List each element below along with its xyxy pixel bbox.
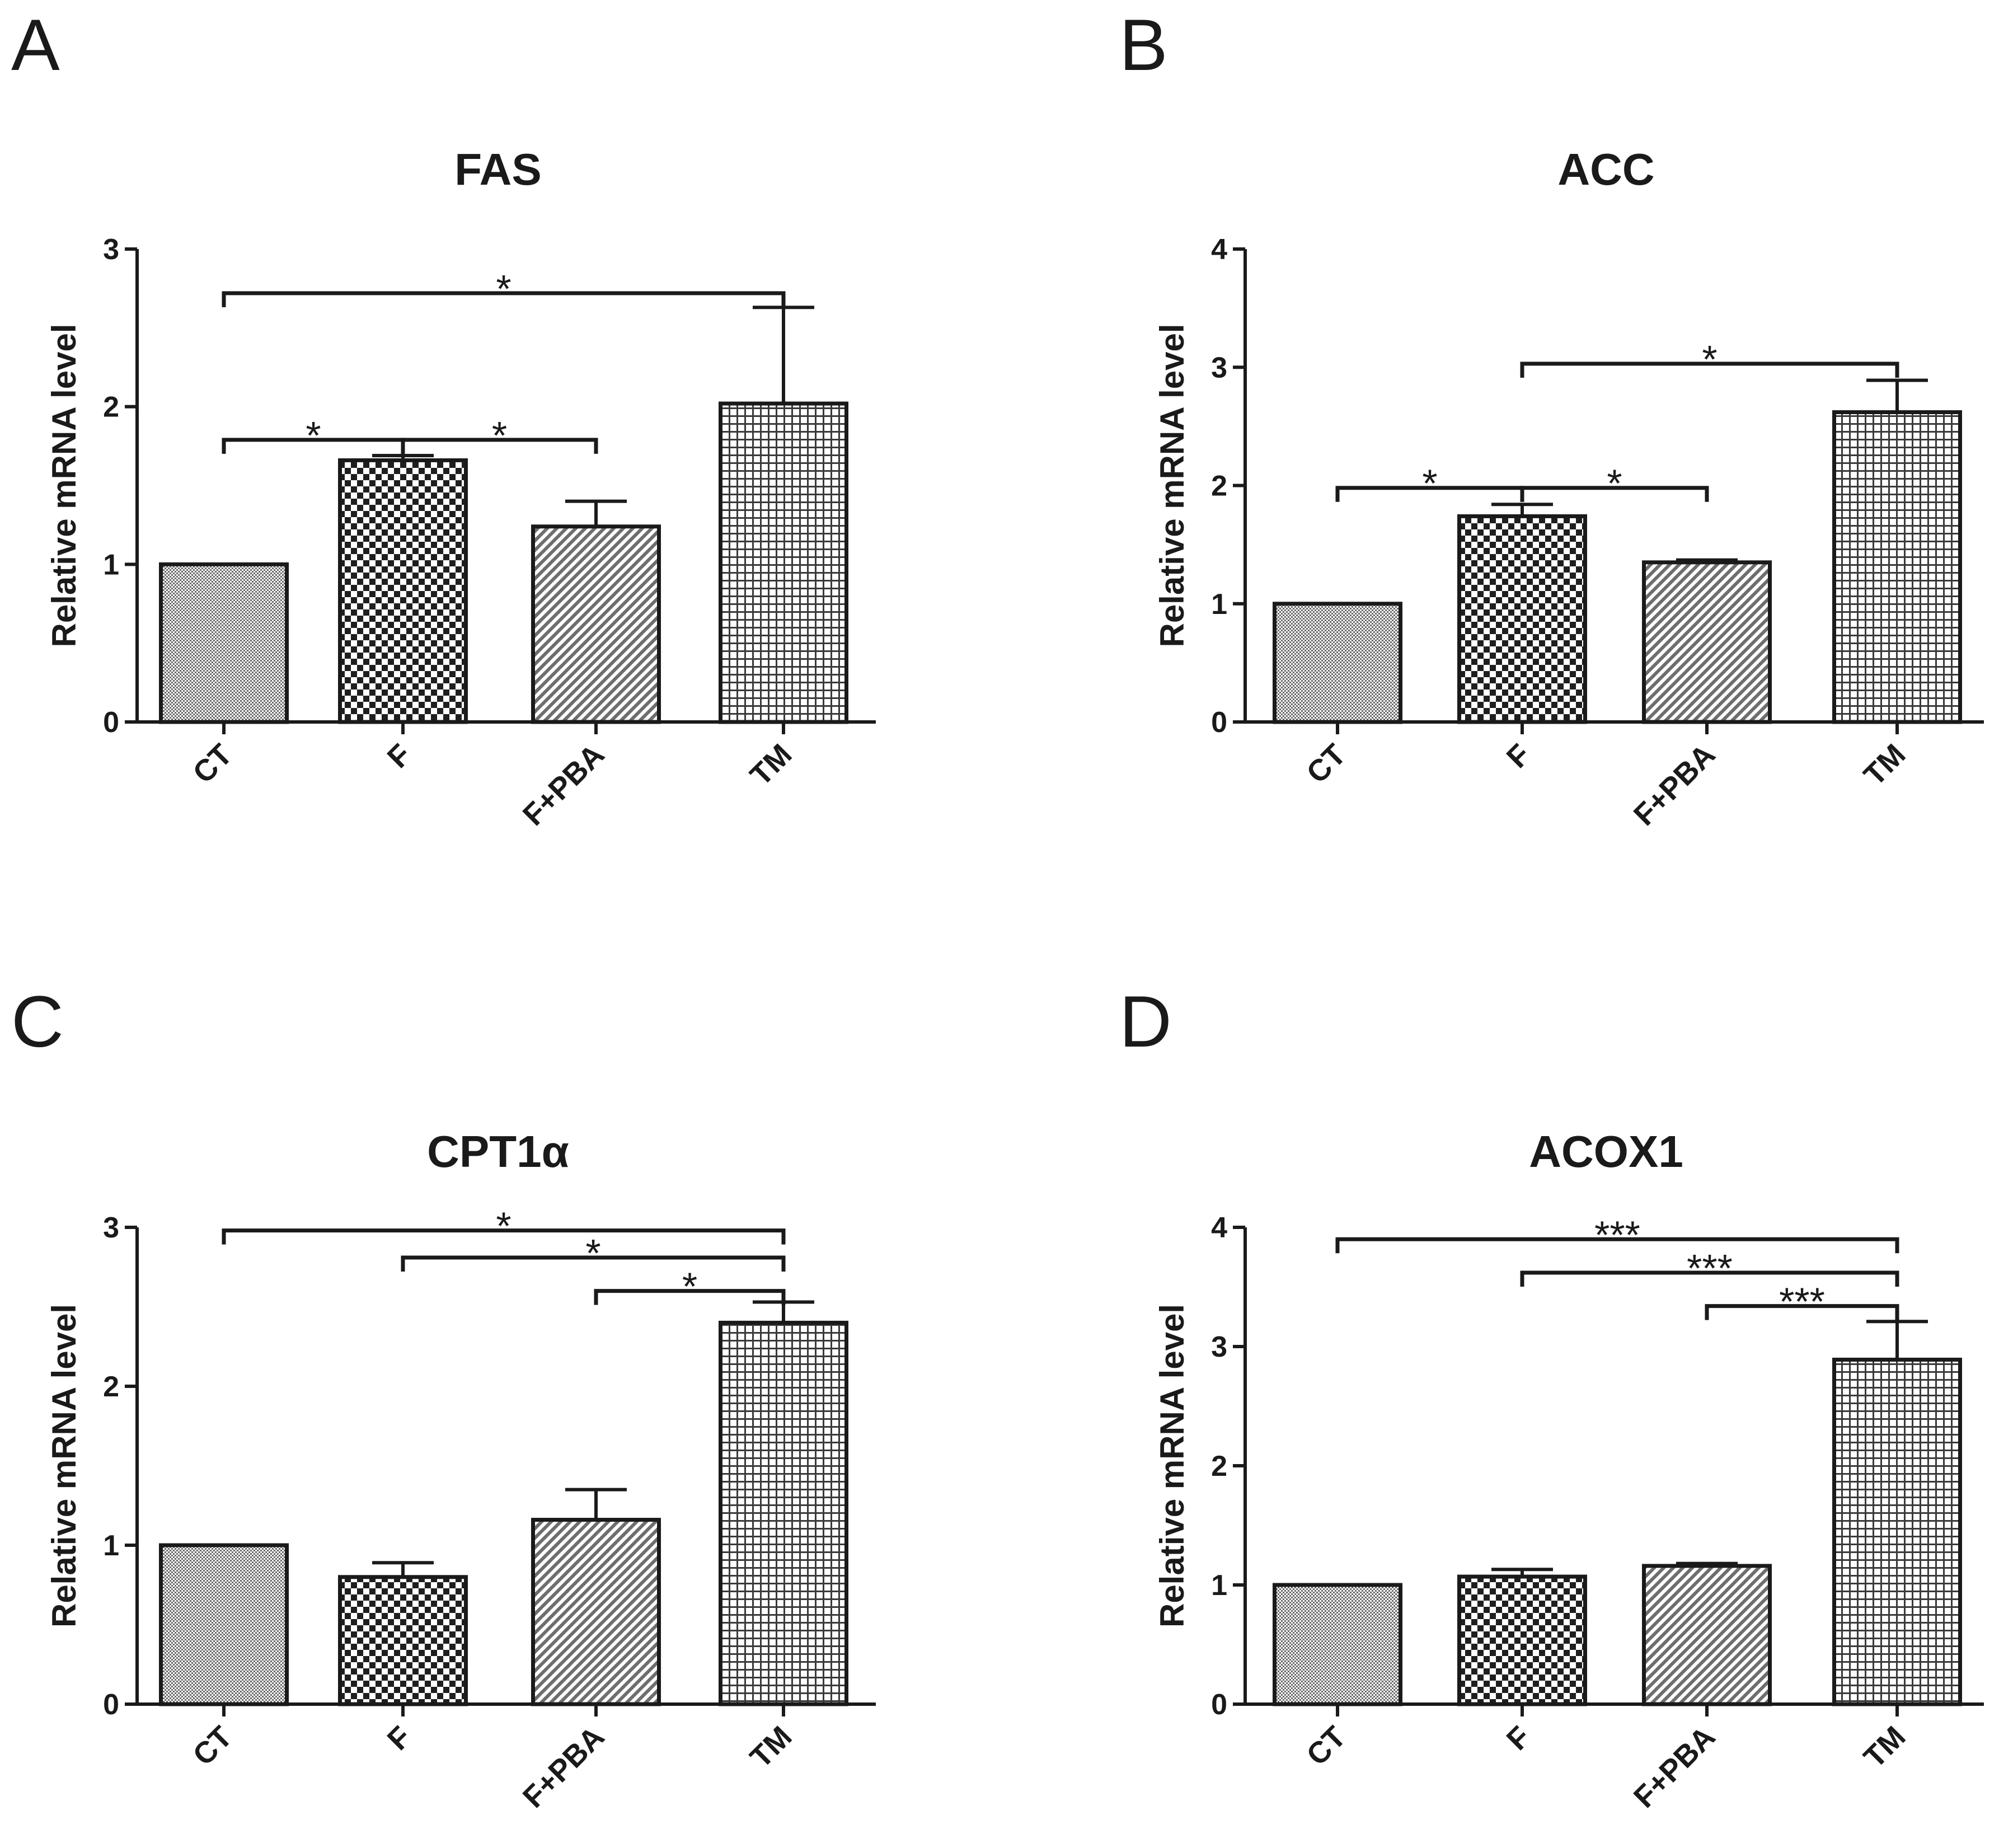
y-axis-label: Relative mRNA level: [1153, 1304, 1191, 1627]
x-tick-label: F+PBA: [1627, 1720, 1722, 1814]
y-tick-label: 2: [103, 391, 119, 424]
bar-tm: [719, 1320, 848, 1706]
x-tick-label: TM: [1857, 1720, 1912, 1775]
significance-bracket: [1520, 362, 1899, 378]
bar-f-pba: [531, 524, 661, 724]
panel-letter-d: D: [1119, 981, 1172, 1062]
panel-letter-c: C: [11, 981, 64, 1062]
significance-label: *: [306, 414, 321, 457]
chart-title: FAS: [454, 144, 542, 194]
x-tick-label: TM: [744, 1720, 799, 1775]
y-tick-label: 2: [1211, 1450, 1227, 1483]
x-tick-label: F+PBA: [517, 1720, 611, 1814]
x-tick-label: F: [1500, 1720, 1537, 1757]
x-tick-label: TM: [744, 738, 799, 792]
significance-bracket: [1335, 1237, 1899, 1254]
significance-bracket: [1705, 1304, 1899, 1320]
x-tick-label: CT: [1300, 738, 1352, 790]
y-axis-label: Relative mRNA level: [45, 323, 83, 647]
x-tick-label: CT: [1300, 1720, 1352, 1772]
y-tick-label: 0: [1211, 1688, 1227, 1721]
x-tick-label: TM: [1857, 738, 1912, 792]
significance-label: *: [585, 1231, 600, 1275]
significance-label: ***: [1687, 1246, 1733, 1290]
bar-tm: [719, 401, 848, 724]
significance-bracket: [1520, 1270, 1899, 1287]
chart-acc: ACC Relative mRNA level 0 1 2 3 4 CT F F+PBA TM * * *: [1153, 144, 1984, 832]
x-tick-label: F+PBA: [1627, 738, 1722, 832]
x-tick-label: F: [381, 738, 418, 775]
chart-title: CPT1α: [427, 1127, 569, 1176]
bar-ct: [1273, 602, 1402, 724]
y-tick-label: 2: [1211, 470, 1227, 503]
chart-title: ACOX1: [1529, 1127, 1683, 1176]
chart-cpt1a: CPT1α Relative mRNA level 0 1 2 3 CT F F+PBA TM * *…: [45, 1127, 876, 1814]
chart-title: ACC: [1557, 144, 1654, 194]
significance-label: ***: [1594, 1213, 1640, 1256]
x-tick-label: CT: [186, 738, 238, 790]
bar-f-pba: [1642, 1564, 1772, 1706]
bar-tm: [1832, 1357, 1962, 1706]
y-tick-label: 0: [103, 706, 119, 739]
significance-label: *: [496, 267, 511, 311]
y-tick-label: 2: [103, 1371, 119, 1403]
y-tick-label: 1: [103, 1530, 119, 1562]
y-axis-label: Relative mRNA level: [1153, 323, 1191, 647]
x-tick-label: F+PBA: [517, 738, 611, 832]
y-axis-label: Relative mRNA level: [45, 1304, 83, 1627]
significance-bracket: [222, 291, 786, 307]
significance-label: *: [682, 1265, 697, 1308]
y-tick-label: 3: [1211, 351, 1227, 384]
significance-label: *: [492, 414, 507, 457]
x-tick-label: F: [1500, 738, 1537, 775]
y-tick-label: 1: [1211, 588, 1227, 621]
bar-f: [338, 458, 468, 724]
significance-bracket: [401, 1255, 786, 1272]
x-tick-label: F: [381, 1720, 418, 1757]
x-tick-label: CT: [186, 1720, 238, 1772]
y-tick-label: 1: [1211, 1569, 1227, 1602]
chart-acox1: ACOX1 Relative mRNA level 0 1 2 3 4 CT F F+PBA TM *…: [1153, 1127, 1984, 1814]
significance-label: ***: [1779, 1280, 1825, 1324]
significance-label: *: [1607, 462, 1622, 505]
significance-bracket: [222, 1228, 786, 1245]
bar-f: [338, 1575, 468, 1706]
bar-f-pba: [1642, 560, 1772, 724]
panel-letter-b: B: [1119, 4, 1168, 86]
significance-label: *: [1702, 337, 1717, 381]
y-tick-label: 3: [103, 233, 119, 266]
y-tick-label: 3: [1211, 1331, 1227, 1363]
chart-fas: FAS Relative mRNA level 0 1 2 3 CT F F+PBA TM * * *: [45, 144, 876, 832]
bar-f-pba: [531, 1518, 661, 1706]
bar-ct: [159, 1543, 289, 1706]
bar-ct: [159, 562, 289, 724]
y-tick-label: 1: [103, 548, 119, 581]
y-tick-label: 4: [1211, 233, 1227, 266]
bar-tm: [1832, 410, 1962, 724]
bar-ct: [1273, 1583, 1402, 1706]
significance-bracket: [401, 438, 598, 454]
bar-f: [1457, 514, 1587, 724]
y-tick-label: 4: [1211, 1212, 1227, 1244]
significance-label: *: [1422, 462, 1437, 505]
y-tick-label: 0: [1211, 706, 1227, 739]
significance-label: *: [496, 1204, 511, 1248]
significance-bracket: [594, 1289, 786, 1305]
panel-letter-a: A: [11, 4, 60, 86]
y-tick-label: 0: [103, 1688, 119, 1721]
significance-bracket: [1520, 486, 1709, 502]
bar-f: [1457, 1574, 1587, 1706]
y-tick-label: 3: [103, 1212, 119, 1244]
